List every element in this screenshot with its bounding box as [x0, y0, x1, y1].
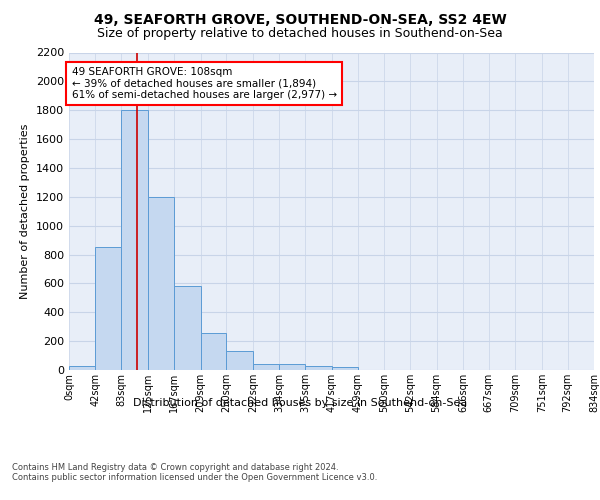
- Bar: [174, 286, 200, 370]
- Bar: [331, 368, 358, 370]
- Text: Contains HM Land Registry data © Crown copyright and database right 2024.
Contai: Contains HM Land Registry data © Crown c…: [12, 462, 377, 482]
- Y-axis label: Number of detached properties: Number of detached properties: [20, 124, 31, 299]
- Bar: [121, 110, 148, 370]
- Bar: [226, 351, 253, 370]
- Bar: [148, 197, 174, 370]
- Bar: [95, 248, 121, 370]
- Bar: [305, 366, 331, 370]
- Bar: [253, 364, 279, 370]
- Bar: [279, 364, 305, 370]
- Text: Size of property relative to detached houses in Southend-on-Sea: Size of property relative to detached ho…: [97, 28, 503, 40]
- Text: 49 SEAFORTH GROVE: 108sqm
← 39% of detached houses are smaller (1,894)
61% of se: 49 SEAFORTH GROVE: 108sqm ← 39% of detac…: [71, 67, 337, 100]
- Text: Distribution of detached houses by size in Southend-on-Sea: Distribution of detached houses by size …: [133, 398, 467, 407]
- Bar: [69, 366, 95, 370]
- Bar: [200, 333, 226, 370]
- Text: 49, SEAFORTH GROVE, SOUTHEND-ON-SEA, SS2 4EW: 49, SEAFORTH GROVE, SOUTHEND-ON-SEA, SS2…: [94, 12, 506, 26]
